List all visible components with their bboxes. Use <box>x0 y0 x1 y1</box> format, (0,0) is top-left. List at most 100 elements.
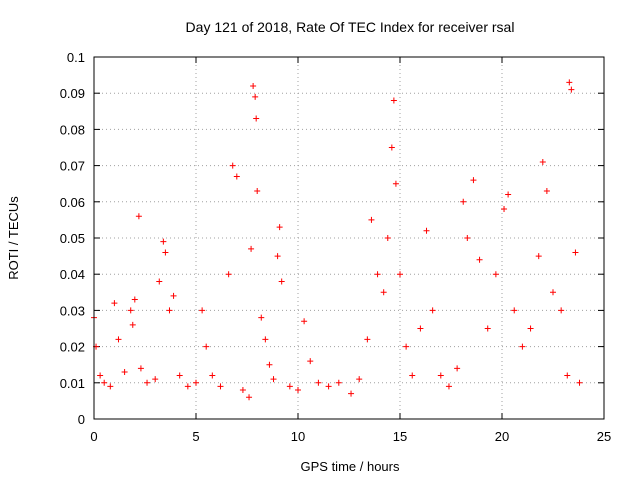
x-tick-label: 5 <box>192 429 199 444</box>
data-point <box>550 289 556 296</box>
data-point <box>390 97 397 104</box>
data-point <box>229 162 236 169</box>
data-point <box>252 93 259 100</box>
data-point <box>543 187 550 194</box>
data-point <box>248 245 255 252</box>
x-tick-label: 15 <box>393 429 407 444</box>
data-point <box>203 343 210 350</box>
data-point <box>217 383 224 390</box>
data-point <box>170 292 177 299</box>
x-tick-label: 0 <box>90 429 97 444</box>
x-axis-label: GPS time / hours <box>301 459 400 474</box>
data-points <box>91 79 583 401</box>
data-point <box>315 379 322 386</box>
y-axis-label: ROTI / TECUs <box>6 196 21 280</box>
axis-ticks: 0 0.01 0.02 0.03 0.04 0.05 0.06 0.07 0.08 0.09 0.1… <box>60 50 612 444</box>
data-point <box>137 365 144 372</box>
data-point <box>233 173 240 180</box>
data-point <box>246 394 253 401</box>
gridlines <box>94 57 604 419</box>
data-point <box>511 307 518 314</box>
data-point <box>429 307 436 314</box>
data-point <box>437 372 444 379</box>
data-point <box>423 227 430 234</box>
data-point <box>535 253 542 260</box>
data-point <box>152 376 159 383</box>
data-point <box>519 343 526 350</box>
data-point <box>166 307 173 314</box>
data-point <box>184 383 191 390</box>
data-point <box>388 144 395 151</box>
data-point <box>558 307 565 314</box>
data-point <box>392 180 399 187</box>
data-point <box>364 336 371 343</box>
data-point <box>576 379 583 386</box>
data-point <box>403 343 410 350</box>
data-point <box>135 213 142 220</box>
x-tick-label: 10 <box>291 429 305 444</box>
data-point <box>568 86 575 93</box>
data-point <box>107 383 114 390</box>
data-point <box>397 271 403 278</box>
data-point <box>572 249 579 256</box>
data-point <box>115 336 122 343</box>
data-point <box>101 379 108 386</box>
data-point <box>384 235 391 241</box>
x-tick-label: 25 <box>597 429 611 444</box>
data-point <box>501 206 508 213</box>
data-point <box>144 379 151 386</box>
data-point <box>250 82 257 89</box>
data-point <box>307 358 314 365</box>
y-tick-label: 0.09 <box>60 86 85 101</box>
data-point <box>484 325 491 332</box>
data-point <box>258 314 265 321</box>
y-tick-label: 0 <box>78 412 85 427</box>
data-point <box>162 249 169 256</box>
y-tick-label: 0.01 <box>60 376 85 391</box>
data-point <box>460 198 467 205</box>
data-point <box>278 278 285 285</box>
data-point <box>286 383 293 390</box>
data-point <box>97 372 104 379</box>
y-tick-label: 0.03 <box>60 303 85 318</box>
y-tick-label: 0.1 <box>67 50 85 65</box>
data-point <box>539 158 546 165</box>
data-point <box>445 383 452 390</box>
data-point <box>368 216 375 223</box>
data-point <box>464 235 471 241</box>
data-point <box>270 376 277 383</box>
data-point <box>301 318 308 325</box>
data-point <box>564 372 571 379</box>
data-point <box>131 296 138 303</box>
y-tick-label: 0.08 <box>60 122 85 137</box>
data-point <box>374 271 381 278</box>
data-point <box>492 271 499 278</box>
data-point <box>295 387 301 394</box>
data-point <box>156 278 163 285</box>
data-point <box>470 177 477 184</box>
y-tick-label: 0.07 <box>60 159 85 174</box>
data-point <box>276 224 283 231</box>
data-point <box>335 379 342 386</box>
data-point <box>505 191 512 198</box>
data-point <box>253 115 260 122</box>
chart-title: Day 121 of 2018, Rate Of TEC Index for r… <box>186 19 515 35</box>
data-point <box>262 336 269 343</box>
data-point <box>348 390 355 397</box>
data-point <box>193 379 199 386</box>
data-point <box>454 365 461 372</box>
y-tick-label: 0.06 <box>60 195 85 210</box>
x-tick-label: 20 <box>495 429 509 444</box>
data-point <box>127 307 134 314</box>
data-point <box>239 387 246 394</box>
data-point <box>199 307 206 314</box>
plot-area-border <box>93 56 605 420</box>
data-point <box>417 325 424 332</box>
data-point <box>380 289 387 296</box>
data-point <box>266 361 273 368</box>
y-tick-label: 0.05 <box>60 231 85 246</box>
data-point <box>409 372 416 379</box>
data-point <box>274 253 281 260</box>
data-point <box>121 368 128 375</box>
